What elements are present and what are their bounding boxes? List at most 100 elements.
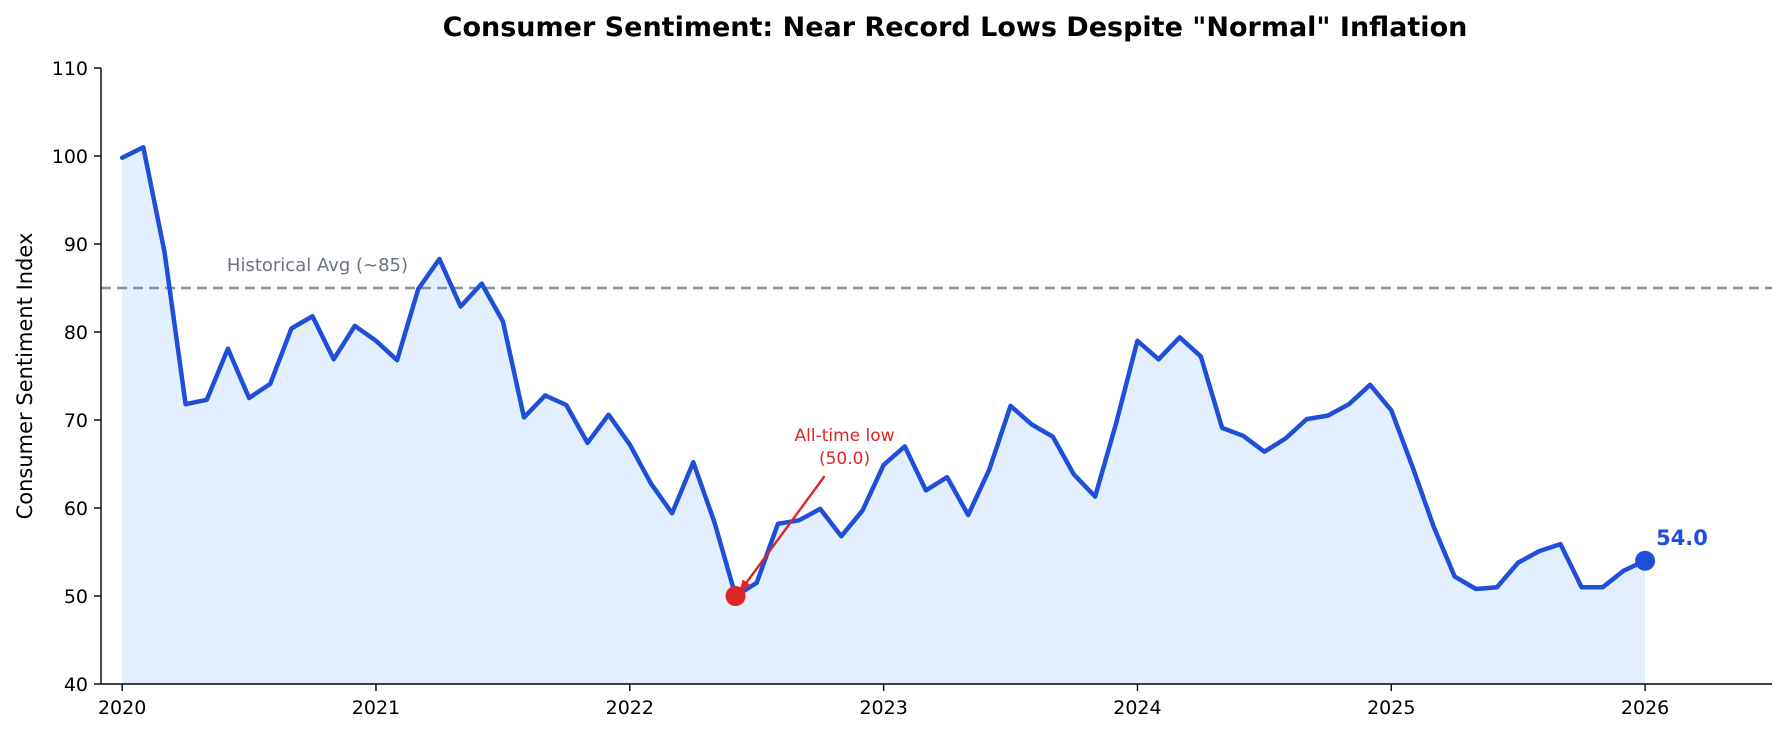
y-tick-label: 70 bbox=[64, 410, 88, 432]
data-point bbox=[1009, 404, 1013, 408]
x-tick-label: 2023 bbox=[859, 697, 907, 719]
y-tick-label: 60 bbox=[64, 498, 88, 520]
data-point bbox=[1114, 421, 1118, 425]
data-point bbox=[586, 441, 590, 445]
data-point bbox=[501, 319, 505, 323]
data-point bbox=[1347, 402, 1351, 406]
data-point bbox=[184, 402, 188, 406]
data-point bbox=[268, 382, 272, 386]
data-point bbox=[1537, 549, 1541, 553]
data-point bbox=[1220, 426, 1224, 430]
data-point bbox=[1284, 437, 1288, 441]
data-point bbox=[1432, 525, 1436, 529]
series-area-fill bbox=[122, 147, 1646, 684]
y-tick-label: 50 bbox=[64, 586, 88, 608]
data-point bbox=[987, 467, 991, 471]
data-point bbox=[1178, 335, 1182, 339]
data-point bbox=[691, 460, 695, 464]
data-point bbox=[1093, 495, 1097, 499]
data-point bbox=[712, 520, 716, 524]
data-point bbox=[924, 488, 928, 492]
data-point bbox=[437, 257, 441, 261]
data-point bbox=[141, 145, 145, 149]
data-point bbox=[416, 287, 420, 291]
data-point bbox=[1262, 450, 1266, 454]
y-axis-ticks: 40 50 60 70 80 90 100 110 bbox=[52, 58, 101, 696]
data-point bbox=[543, 393, 547, 397]
latest-value-label: 54.0 bbox=[1656, 526, 1708, 550]
all-time-low-value-label: (50.0) bbox=[819, 449, 870, 469]
data-point bbox=[1389, 408, 1393, 412]
data-point bbox=[374, 339, 378, 343]
data-point bbox=[755, 581, 759, 585]
data-point bbox=[1030, 422, 1034, 426]
data-point bbox=[564, 403, 568, 407]
data-point bbox=[670, 511, 674, 515]
data-point bbox=[1580, 585, 1584, 589]
data-point bbox=[1622, 569, 1626, 573]
x-tick-label: 2022 bbox=[606, 697, 654, 719]
data-point bbox=[480, 282, 484, 286]
data-point bbox=[1305, 417, 1309, 421]
data-point bbox=[1326, 414, 1330, 418]
data-point bbox=[163, 250, 167, 254]
x-tick-label: 2024 bbox=[1113, 697, 1161, 719]
x-tick-label: 2025 bbox=[1367, 697, 1415, 719]
data-point bbox=[1516, 561, 1520, 565]
series-line bbox=[119, 144, 1648, 599]
x-tick-label: 2021 bbox=[352, 697, 400, 719]
data-point bbox=[289, 327, 293, 331]
x-tick-label: 2026 bbox=[1621, 697, 1669, 719]
x-tick-label: 2020 bbox=[98, 697, 146, 719]
data-point bbox=[1241, 434, 1245, 438]
data-point bbox=[1474, 587, 1478, 591]
data-point bbox=[966, 513, 970, 517]
data-point bbox=[1199, 355, 1203, 359]
data-point bbox=[607, 413, 611, 417]
data-point bbox=[818, 507, 822, 511]
y-axis-label: Consumer Sentiment Index bbox=[13, 233, 37, 520]
data-point bbox=[1157, 357, 1161, 361]
data-point bbox=[332, 357, 336, 361]
data-point bbox=[247, 396, 251, 400]
data-point bbox=[1559, 542, 1563, 546]
data-point bbox=[628, 443, 632, 447]
data-point bbox=[776, 522, 780, 526]
y-tick-label: 100 bbox=[52, 146, 88, 168]
data-point bbox=[311, 314, 315, 318]
data-point bbox=[903, 444, 907, 448]
data-point bbox=[1135, 339, 1139, 343]
chart-title: Consumer Sentiment: Near Record Lows Des… bbox=[443, 12, 1468, 43]
data-point bbox=[839, 534, 843, 538]
all-time-low-label: All-time low bbox=[795, 426, 895, 446]
data-point bbox=[945, 475, 949, 479]
y-tick-label: 80 bbox=[64, 322, 88, 344]
y-tick-label: 40 bbox=[64, 674, 88, 696]
data-point bbox=[649, 481, 653, 485]
data-point bbox=[353, 324, 357, 328]
data-point bbox=[1072, 473, 1076, 477]
data-point bbox=[205, 398, 209, 402]
data-point bbox=[797, 518, 801, 522]
data-point bbox=[395, 358, 399, 362]
all-time-low-arrow bbox=[738, 475, 826, 593]
data-point bbox=[1410, 465, 1414, 469]
data-point bbox=[522, 415, 526, 419]
plot-area: Historical Avg (~85) All-time low (50.0)… bbox=[101, 144, 1772, 684]
data-point bbox=[1601, 585, 1605, 589]
data-point bbox=[120, 156, 124, 160]
data-point bbox=[1453, 575, 1457, 579]
data-point bbox=[459, 305, 463, 309]
data-point bbox=[861, 509, 865, 513]
x-axis-ticks: 2020 2021 2022 2023 2024 2025 2026 bbox=[98, 684, 1669, 719]
data-point bbox=[226, 347, 230, 351]
data-point bbox=[1495, 585, 1499, 589]
data-point bbox=[1051, 435, 1055, 439]
latest-value-marker bbox=[1635, 550, 1656, 571]
historical-average-label: Historical Avg (~85) bbox=[227, 255, 408, 276]
y-tick-label: 110 bbox=[52, 58, 88, 80]
data-point bbox=[882, 463, 886, 467]
y-tick-label: 90 bbox=[64, 234, 88, 256]
all-time-low-marker bbox=[725, 586, 746, 606]
